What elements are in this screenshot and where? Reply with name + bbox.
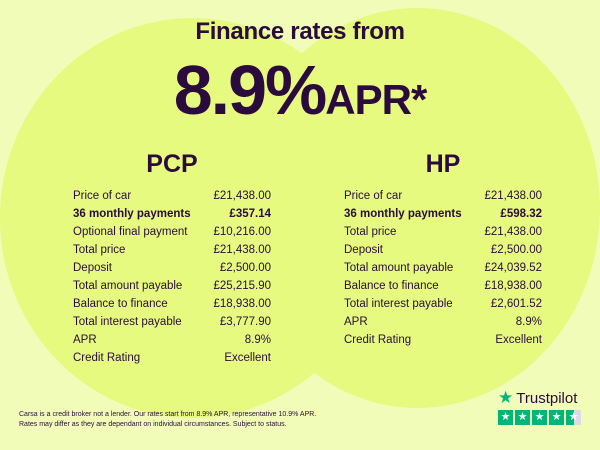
rating-star-icon: ★ (549, 410, 564, 425)
headline: Finance rates from (195, 18, 405, 45)
pcp-title: PCP (146, 150, 198, 178)
table-row: Price of car £21,438.00 (344, 187, 542, 205)
table-row: Total price £21,438.00 (344, 223, 542, 241)
rating-star-icon: ★ (532, 410, 547, 425)
table-row: 36 monthly payments £598.32 (344, 205, 542, 223)
row-value: £25,215.90 (213, 280, 271, 292)
hp-table: HP Price of car £21,438.00 36 monthly paym… (344, 150, 542, 349)
disclaimer-line: Rates may differ as they are dependant o… (19, 421, 287, 428)
row-label: Balance to finance (344, 280, 439, 292)
table-row: Total amount payable £25,215.90 (73, 277, 271, 295)
row-value: £18,938.00 (213, 298, 271, 310)
row-label: Optional final payment (73, 226, 188, 238)
row-value: £357.14 (229, 208, 271, 220)
row-label: 36 monthly payments (73, 208, 191, 220)
hp-title: HP (425, 150, 461, 178)
table-row: Total interest payable £3,777.90 (73, 313, 271, 331)
rating-star-icon: ★ (566, 410, 581, 425)
row-value: 8.9% (244, 334, 271, 346)
rate-suffix: APR* (325, 76, 427, 123)
row-value: £2,500.00 (219, 262, 271, 274)
disclaimer-line: Carsa is a credit broker not a lender. O… (19, 411, 317, 418)
table-row: Balance to finance £18,938.00 (344, 277, 542, 295)
row-label: Credit Rating (73, 352, 141, 364)
table-row: Total interest payable £2,601.52 (344, 295, 542, 313)
row-value: 8.9% (515, 316, 542, 328)
table-row: Credit Rating Excellent (73, 349, 271, 367)
row-label: Total amount payable (344, 262, 454, 274)
disclaimer: Carsa is a credit broker not a lender. O… (19, 410, 439, 430)
trustpilot-rating: ★ ★ ★ ★ ★ (498, 410, 581, 425)
row-label: Total interest payable (344, 298, 453, 310)
row-label: 36 monthly payments (344, 208, 462, 220)
row-label: Total price (344, 226, 397, 238)
row-value: Excellent (224, 352, 271, 364)
row-value: £598.32 (500, 208, 542, 220)
row-label: Total amount payable (73, 280, 183, 292)
row-label: Price of car (344, 190, 403, 202)
table-row: APR 8.9% (344, 313, 542, 331)
table-row: Balance to finance £18,938.00 (73, 295, 271, 313)
apr-rate: 8.9%APR* (0, 50, 600, 130)
row-value: £3,777.90 (219, 316, 271, 328)
row-value: £24,039.52 (484, 262, 542, 274)
row-value: £21,438.00 (213, 244, 271, 256)
row-value: £21,438.00 (484, 226, 542, 238)
row-value: £10,216.00 (213, 226, 271, 238)
row-value: £21,438.00 (484, 190, 542, 202)
trustpilot-label: Trustpilot (516, 389, 578, 407)
rating-star-icon: ★ (515, 410, 530, 425)
row-value: £2,601.52 (490, 298, 542, 310)
pcp-table: PCP Price of car £21,438.00 36 monthly pay… (73, 150, 271, 367)
row-label: APR (344, 316, 368, 328)
trustpilot-badge[interactable]: ★ Trustpilot ★ ★ ★ ★ ★ (498, 388, 581, 425)
table-row: Deposit £2,500.00 (73, 259, 271, 277)
row-label: Total interest payable (73, 316, 182, 328)
row-label: Deposit (344, 244, 383, 256)
row-label: Total price (73, 244, 126, 256)
row-label: Credit Rating (344, 334, 412, 346)
table-row: Price of car £21,438.00 (73, 187, 271, 205)
row-value: Excellent (495, 334, 542, 346)
row-label: Balance to finance (73, 298, 168, 310)
table-row: 36 monthly payments £357.14 (73, 205, 271, 223)
row-value: £2,500.00 (490, 244, 542, 256)
table-row: Credit Rating Excellent (344, 331, 542, 349)
row-value: £21,438.00 (213, 190, 271, 202)
row-label: Price of car (73, 190, 132, 202)
trustpilot-star-icon: ★ (498, 388, 514, 407)
table-row: Optional final payment £10,216.00 (73, 223, 271, 241)
table-row: APR 8.9% (73, 331, 271, 349)
rate-value: 8.9% (173, 51, 328, 129)
background-circle-right (235, 8, 600, 408)
table-row: Total amount payable £24,039.52 (344, 259, 542, 277)
table-row: Deposit £2,500.00 (344, 241, 542, 259)
rating-star-icon: ★ (498, 410, 513, 425)
table-row: Total price £21,438.00 (73, 241, 271, 259)
row-value: £18,938.00 (484, 280, 542, 292)
row-label: Deposit (73, 262, 112, 274)
row-label: APR (73, 334, 97, 346)
